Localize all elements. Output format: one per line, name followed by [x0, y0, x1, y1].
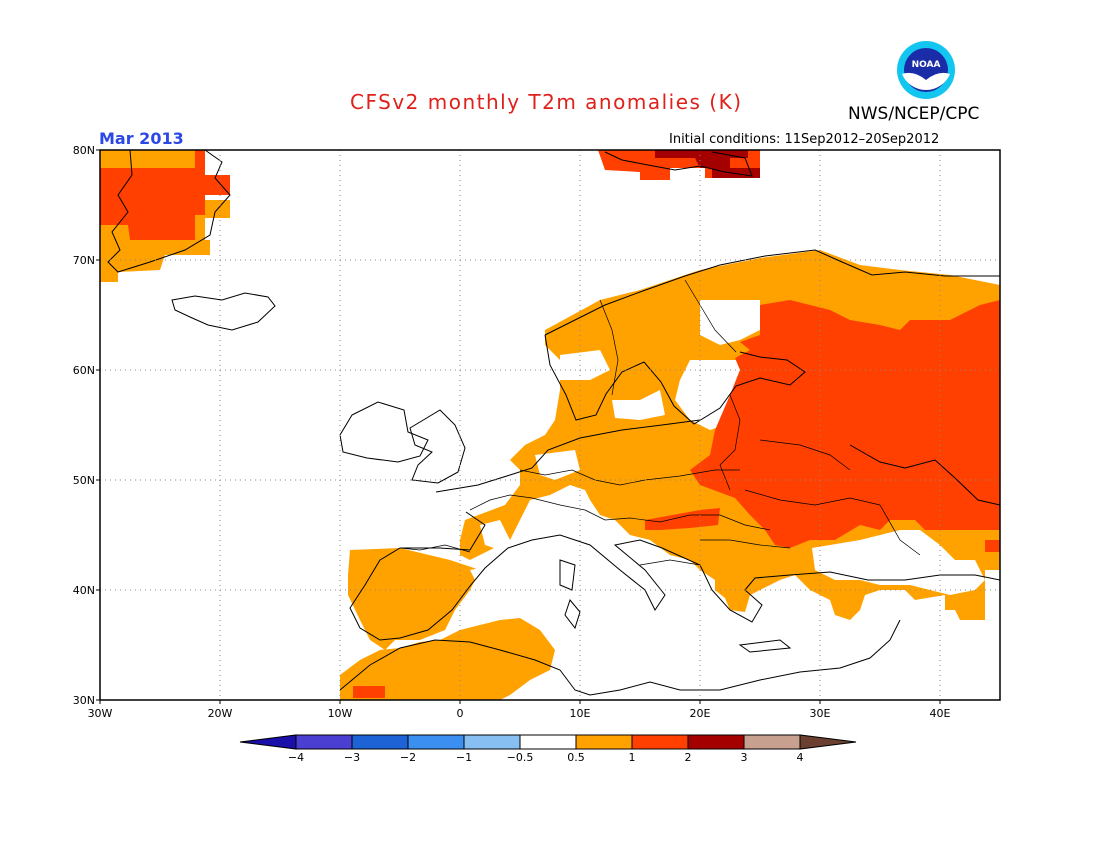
lon-label: 10E	[570, 707, 591, 720]
colorbar-tick-label: −3	[344, 751, 360, 764]
anomaly-region-russia-strong	[690, 300, 1000, 548]
lat-label: 80N	[73, 144, 95, 157]
colorbar-bin	[463, 734, 521, 750]
lon-label: 30W	[88, 707, 113, 720]
colorbar-tick-label: −2	[400, 751, 416, 764]
organization-label: NWS/NCEP/CPC	[848, 104, 980, 124]
colorbar-tick-label: 3	[741, 751, 748, 764]
colorbar-bin	[519, 734, 577, 750]
lat-label: 60N	[73, 364, 95, 377]
anomaly-region-morocco-strong	[353, 686, 385, 698]
colorbar-tick-label: 1	[629, 751, 636, 764]
latitude-labels: 80N 70N 60N 50N 40N 30N	[73, 144, 100, 707]
colorbar-bin	[295, 734, 353, 750]
colorbar-tick-label: 4	[797, 751, 804, 764]
anomaly-shading	[100, 150, 1000, 700]
colorbar-tick-label: 2	[685, 751, 692, 764]
forecast-month: Mar 2013	[99, 129, 184, 148]
longitude-labels: 30W 20W 10W 0 10E 20E 30E 40E	[88, 700, 951, 720]
colorbar-tick-label: −0.5	[507, 751, 534, 764]
lon-label: 20E	[690, 707, 711, 720]
anomaly-region-iberia	[348, 548, 480, 650]
colorbar-tick-label: −1	[456, 751, 472, 764]
anomaly-region-north-africa	[340, 618, 555, 700]
lon-label: 20W	[208, 707, 233, 720]
initial-conditions: Initial conditions: 11Sep2012–20Sep2012	[669, 132, 940, 147]
logo-text: NOAA	[912, 60, 941, 70]
lat-label: 40N	[73, 584, 95, 597]
anomaly-region-greenland-strong	[100, 150, 230, 240]
colorbar-bin	[239, 734, 297, 750]
anomaly-region-svalbard-strong	[655, 150, 760, 178]
lat-label: 30N	[73, 694, 95, 707]
colorbar-bin	[631, 734, 689, 750]
colorbar: −4 −3 −2 −1 −0.5 0.5 1 2 3 4	[239, 734, 857, 764]
noaa-logo: NOAA	[897, 41, 955, 99]
colorbar-bin	[351, 734, 409, 750]
lon-label: 10W	[328, 707, 353, 720]
neutral-patches	[470, 300, 985, 660]
anomaly-region-caucasus-strong	[985, 540, 1000, 552]
graticule	[100, 150, 1000, 700]
anomaly-region-hungary-strong	[645, 508, 720, 530]
colorbar-bin	[799, 734, 857, 750]
lat-label: 70N	[73, 254, 95, 267]
colorbar-bin	[743, 734, 801, 750]
lat-label: 50N	[73, 474, 95, 487]
lon-label: 40E	[930, 707, 951, 720]
chart-title: CFSv2 monthly T2m anomalies (K)	[350, 90, 743, 114]
country-borders	[399, 279, 921, 566]
colorbar-bin	[575, 734, 633, 750]
colorbar-tick-label: −4	[288, 751, 304, 764]
lon-label: 0	[457, 707, 464, 720]
colorbar-bin	[687, 734, 745, 750]
lon-label: 30E	[810, 707, 831, 720]
colorbar-tick-label: 0.5	[567, 751, 585, 764]
map-frame	[99, 149, 1001, 701]
colorbar-bin	[407, 734, 465, 750]
